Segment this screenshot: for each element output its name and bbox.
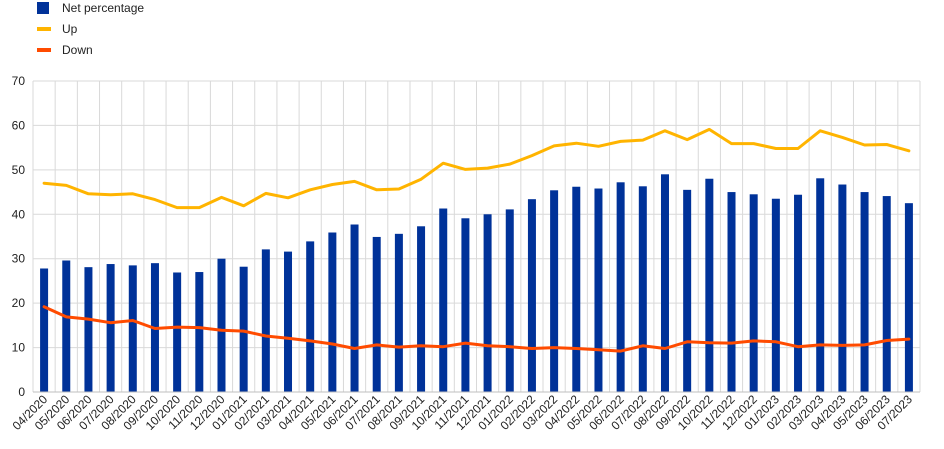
legend-swatch-down <box>37 48 51 52</box>
bar-net-percentage <box>461 218 470 392</box>
bar-net-percentage <box>394 233 403 392</box>
bar-net-percentage <box>328 232 337 392</box>
bar-net-percentage <box>62 260 71 392</box>
y-tick-label: 20 <box>12 296 26 310</box>
bar-net-percentage <box>616 182 625 392</box>
legend-label-up: Up <box>62 22 78 36</box>
y-tick-label: 60 <box>12 118 26 132</box>
bar-series-net-percentage <box>40 174 913 392</box>
line-series <box>42 127 911 353</box>
bar-net-percentage <box>771 198 780 392</box>
bar-net-percentage <box>106 264 115 392</box>
bar-net-percentage <box>306 241 315 392</box>
bar-net-percentage <box>860 192 869 392</box>
bar-net-percentage <box>439 208 448 392</box>
line-down <box>42 305 911 353</box>
bar-net-percentage <box>195 272 204 392</box>
bar-net-percentage <box>904 203 913 392</box>
bar-net-percentage <box>505 209 514 392</box>
bar-net-percentage <box>794 194 803 392</box>
y-tick-label: 50 <box>12 163 26 177</box>
line-up <box>42 127 911 210</box>
y-tick-label: 30 <box>12 252 26 266</box>
legend-swatch-up <box>37 27 51 31</box>
bar-net-percentage <box>527 199 536 392</box>
bar-net-percentage <box>239 266 248 392</box>
bar-net-percentage <box>128 265 137 392</box>
bar-net-percentage <box>40 268 49 392</box>
y-tick-label: 70 <box>12 74 26 88</box>
bar-net-percentage <box>84 267 93 392</box>
bar-net-percentage <box>261 249 270 392</box>
bar-net-percentage <box>749 194 758 392</box>
bar-net-percentage <box>372 236 381 392</box>
bar-net-percentage <box>638 186 647 392</box>
bar-net-percentage <box>816 178 825 392</box>
bar-net-percentage <box>483 214 492 392</box>
bar-net-percentage <box>417 226 426 392</box>
y-tick-label: 0 <box>18 385 25 399</box>
legend-swatch-net-percentage <box>37 2 49 14</box>
y-tick-label: 40 <box>12 207 26 221</box>
y-axis: 0 10 20 30 40 50 60 70 <box>12 74 26 399</box>
bar-net-percentage <box>550 190 559 392</box>
bar-net-percentage <box>173 272 182 392</box>
y-tick-label: 10 <box>12 341 26 355</box>
bar-net-percentage <box>350 224 359 392</box>
bar-net-percentage <box>217 258 226 392</box>
legend: Net percentage Up Down <box>37 1 144 57</box>
bar-net-percentage <box>705 178 714 392</box>
bar-net-percentage <box>838 184 847 392</box>
bar-net-percentage <box>727 192 736 392</box>
bar-net-percentage <box>594 188 603 392</box>
bar-net-percentage <box>882 196 891 392</box>
bar-net-percentage <box>284 251 293 392</box>
legend-label-down: Down <box>62 43 93 57</box>
bar-net-percentage <box>660 174 669 392</box>
bar-net-percentage <box>683 189 692 392</box>
x-axis: 04/202005/202006/202007/202008/202009/20… <box>10 391 920 433</box>
legend-label-net-percentage: Net percentage <box>62 1 144 15</box>
bar-net-percentage <box>572 186 581 392</box>
gridlines <box>32 80 921 393</box>
